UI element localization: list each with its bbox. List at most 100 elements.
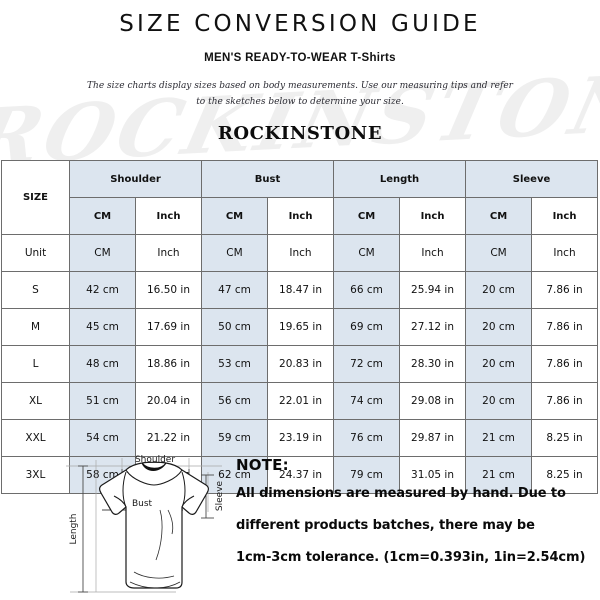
cell-length-in: 29.08 in [399,382,467,420]
cell-sleeve-in: 7.86 in [531,345,599,383]
cell-length-cm: 69 cm [333,308,401,346]
page-header: SIZE CONVERSION GUIDE MEN'S READY-TO-WEA… [0,0,600,144]
header-shoulder-inch: Inch [135,197,202,235]
cell-sleeve-in: 7.86 in [531,382,599,420]
cell-shoulder-in: 21.22 in [135,419,202,457]
cell-length-cm: 79 cm [333,456,401,494]
cell-shoulder-cm: 54 cm [69,419,136,457]
header-sleeve-inch: Inch [531,197,599,235]
diagram-label-bust: Bust [132,499,153,509]
cell-shoulder-cm: 45 cm [69,308,136,346]
cell-sleeve-cm: 20 cm [465,382,533,420]
tshirt-diagram-svg: Shoulder Bust Length Sleeve [66,455,225,593]
cell-length-cm: 72 cm [333,345,401,383]
tshirt-fold-lines [129,509,181,589]
tshirt-outline [99,461,209,589]
cell-unit-bust-inch: Inch [266,234,335,272]
size-table-body: Unit CM Inch CM Inch CM Inch CM Inch S 42… [1,234,599,494]
cell-unit-length-cm: CM [333,234,401,272]
cell-sleeve-cm: 20 cm [465,308,533,346]
cell-shoulder-in: 20.04 in [135,382,202,420]
tshirt-neckline [125,469,183,486]
cell-bust-in: 19.65 in [266,308,335,346]
note-block: NOTE: All dimensions are measured by han… [236,456,596,570]
diagram-label-length: Length [69,513,79,544]
cell-size: M [1,308,70,346]
bottom-section: Shoulder Bust Length Sleeve NOTE: All di… [0,452,600,600]
cell-sleeve-cm: 20 cm [465,271,533,309]
cell-shoulder-in: 17.69 in [135,308,202,346]
header-group-sleeve: Sleeve [465,160,599,198]
header-sleeve-cm: CM [465,197,533,235]
table-row: M 45 cm 17.69 in 50 cm 19.65 in 69 cm 27.12 in… [1,308,599,346]
cell-bust-cm: 47 cm [201,271,268,309]
cell-length-cm: 74 cm [333,382,401,420]
cell-sleeve-cm: 21 cm [465,419,533,457]
cell-length-in: 25.94 in [399,271,467,309]
brand-name: ROCKINSTONE [217,122,383,144]
cell-bust-in: 22.01 in [266,382,335,420]
cell-length-in: 27.12 in [399,308,467,346]
cell-length-in: 31.05 in [399,456,467,494]
cell-sleeve-cm: 21 cm [465,456,533,494]
cell-shoulder-cm: 51 cm [69,382,136,420]
cell-bust-cm: 53 cm [201,345,268,383]
tshirt-collar [141,462,167,471]
table-row: XXL 54 cm 21.22 in 59 cm 23.19 in 76 cm 29.87 … [1,419,599,457]
cell-bust-cm: 50 cm [201,308,268,346]
table-row: L 48 cm 18.86 in 53 cm 20.83 in 72 cm 28.30 in… [1,345,599,383]
diagram-label-sleeve: Sleeve [215,480,225,511]
tshirt-measurement-diagram: Shoulder Bust Length Sleeve [56,452,232,600]
cell-unit-label: Unit [1,234,70,272]
intro-text: The size charts display sizes based on b… [87,81,513,107]
diagram-label-shoulder: Shoulder [135,455,175,465]
header-group-bust: Bust [200,160,335,198]
cell-unit-shoulder-cm: CM [69,234,136,272]
table-row: XL 51 cm 20.04 in 56 cm 22.01 in 74 cm 29.08 i… [1,382,599,420]
note-line-3: 1cm-3cm tolerance. (1cm=0.393in, 1in=2.5… [236,550,586,566]
cell-size: 3XL [1,456,70,494]
cell-sleeve-cm: 20 cm [465,345,533,383]
header-length-inch: Inch [399,197,467,235]
cell-length-cm: 76 cm [333,419,401,457]
note-line-2: different products batches, there may be [236,518,535,534]
cell-sleeve-in: 7.86 in [531,271,599,309]
cell-length-cm: 66 cm [333,271,401,309]
cell-length-in: 28.30 in [399,345,467,383]
cell-bust-in: 20.83 in [266,345,335,383]
cell-bust-in: 24.37 in [266,456,335,494]
header-group-shoulder: Shoulder [69,160,202,198]
cell-bust-in: 23.19 in [266,419,335,457]
cell-unit-sleeve-inch: Inch [531,234,599,272]
cell-shoulder-in: 16.50 in [135,271,202,309]
header-length-cm: CM [333,197,401,235]
cell-size: S [1,271,70,309]
cell-bust-cm: 59 cm [201,419,268,457]
cell-shoulder-in: 18.86 in [135,345,202,383]
cell-length-in: 29.87 in [399,419,467,457]
header-bust-inch: Inch [266,197,335,235]
cell-shoulder-cm: 48 cm [69,345,136,383]
header-shoulder-cm: CM [69,197,136,235]
sleeve-dimension-line [201,474,214,519]
cell-size: L [1,345,70,383]
cell-unit-bust-cm: CM [201,234,268,272]
cell-bust-cm: 56 cm [201,382,268,420]
table-unit-header-row: CM Inch CM Inch CM Inch CM Inch [2,197,599,235]
cell-size: XXL [1,419,70,457]
size-table-container: SIZE Shoulder Bust Length Sleeve CM Inch… [1,160,599,494]
cell-size: XL [1,382,70,420]
cell-unit-sleeve-cm: CM [465,234,533,272]
table-row-unit: Unit CM Inch CM Inch CM Inch CM Inch [1,234,599,272]
cell-sleeve-in: 8.25 in [531,456,599,494]
table-group-header-row: SIZE Shoulder Bust Length Sleeve [1,160,599,235]
cell-unit-shoulder-inch: Inch [135,234,202,272]
table-row: S 42 cm 16.50 in 47 cm 18.47 in 66 cm 25.94 in… [1,271,599,309]
header-bust-cm: CM [201,197,268,235]
header-group-length: Length [333,160,467,198]
size-table: SIZE Shoulder Bust Length Sleeve CM Inch… [1,160,599,494]
cell-shoulder-cm: 42 cm [69,271,136,309]
cell-bust-in: 18.47 in [266,271,335,309]
note-title: NOTE: [236,456,289,474]
